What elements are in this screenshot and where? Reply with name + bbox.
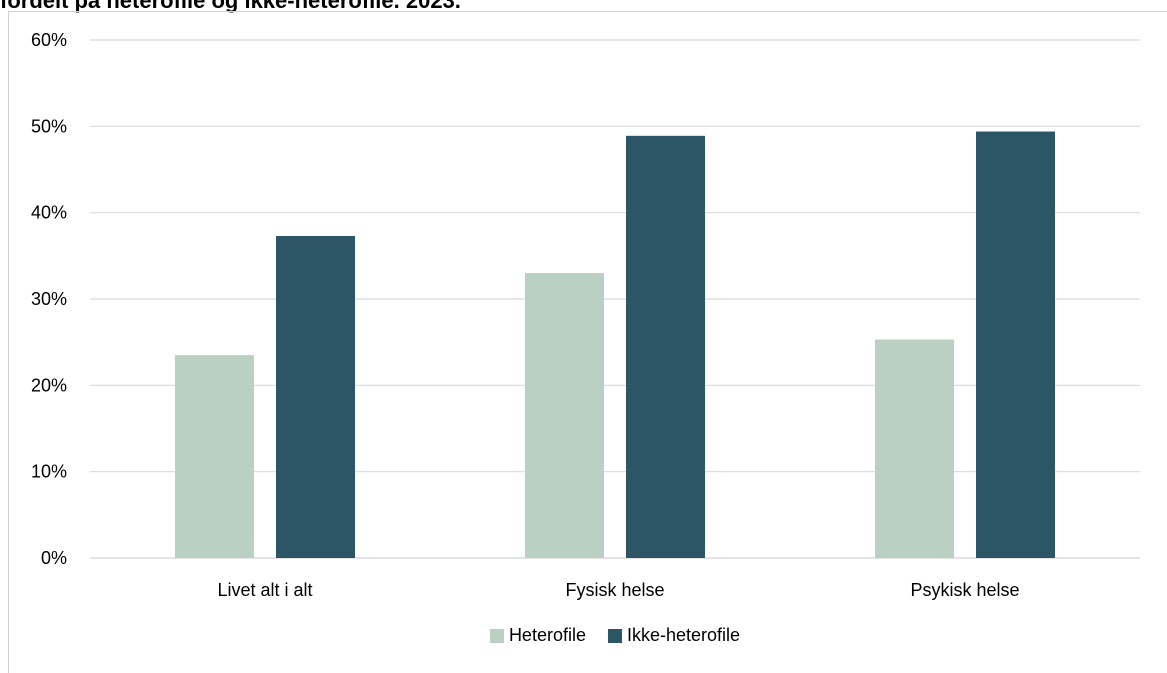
legend-swatch [607, 629, 622, 643]
bars [175, 131, 1055, 558]
chart-title: fordelt på heterofile og ikke-heterofile… [0, 0, 461, 13]
x-axis-tick-labels: Livet alt i alt Fysisk helse Psykisk helse [217, 580, 1019, 600]
legend-swatch [489, 629, 504, 643]
chart-frame [8, 11, 1167, 673]
y-tick-label: 10% [31, 462, 67, 482]
x-tick-label: Fysisk helse [565, 580, 664, 600]
bar-ikke-heterofile-1 [276, 235, 355, 558]
gridlines [90, 39, 1140, 559]
y-tick-label: 0% [41, 548, 67, 568]
x-tick-label: Psykisk helse [910, 580, 1019, 600]
legend: Heterofile Ikke-heterofile [489, 625, 740, 645]
bar-heterofile-3 [875, 339, 954, 558]
legend-label: Ikke-heterofile [627, 625, 740, 645]
bar-ikke-heterofile-2 [626, 135, 705, 558]
bar-ikke-heterofile-3 [976, 131, 1055, 558]
y-tick-label: 40% [31, 203, 67, 223]
y-axis-tick-labels: 0% 10% 20% 30% 40% 50% 60% [31, 30, 67, 568]
x-tick-label: Livet alt i alt [217, 580, 312, 600]
bar-heterofile-1 [175, 355, 254, 558]
bar-heterofile-2 [525, 273, 604, 558]
y-tick-label: 20% [31, 375, 67, 395]
y-tick-label: 60% [31, 30, 67, 50]
y-tick-label: 50% [31, 116, 67, 136]
y-tick-label: 30% [31, 289, 67, 309]
legend-label: Heterofile [509, 625, 586, 645]
